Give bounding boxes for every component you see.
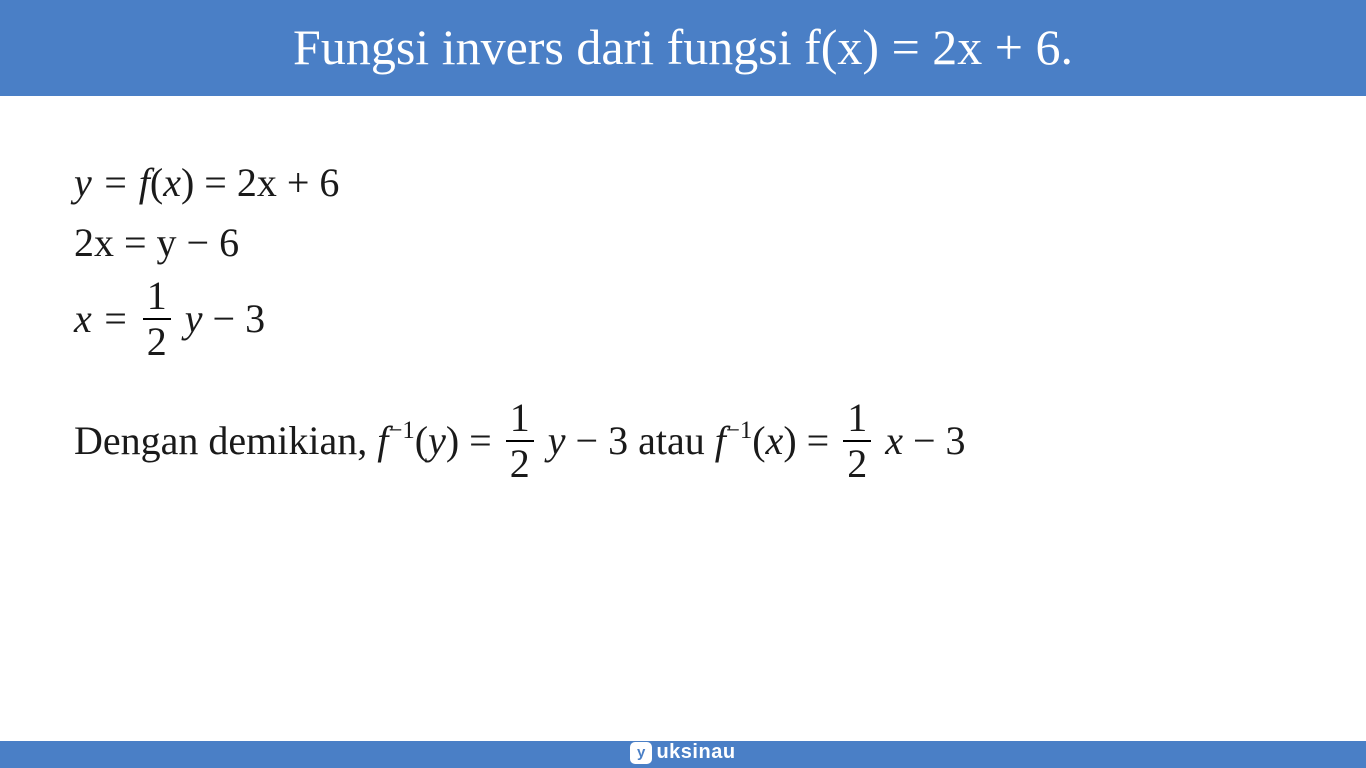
math-var-x: x (163, 160, 181, 205)
math-text (538, 418, 548, 463)
brand-logo: yuksinau (630, 741, 735, 764)
fraction: 12 (843, 398, 871, 484)
math-step-2: 2x = y − 6 (74, 216, 1302, 270)
paren-close-eq: ) = (446, 418, 502, 463)
math-text: − 3 (566, 418, 629, 463)
math-text (194, 160, 204, 205)
conclusion-prefix: Dengan demikian, (74, 418, 377, 463)
math-var-y: y (175, 296, 213, 341)
slide-title: Fungsi invers dari fungsi f(x) = 2x + 6. (10, 18, 1356, 76)
math-var-y: y (548, 418, 566, 463)
numerator: 1 (506, 398, 534, 440)
footer-bar: yuksinau (0, 741, 1366, 768)
math-f: f (715, 418, 726, 463)
title-bar: Fungsi invers dari fungsi f(x) = 2x + 6. (0, 0, 1366, 96)
math-text: y = f (74, 160, 150, 205)
math-step-3: x = 12 y − 3 (74, 280, 1302, 366)
math-text: = 2x + 6 (204, 160, 339, 205)
paren-open: ( (415, 418, 428, 463)
exponent: −1 (388, 417, 414, 444)
paren-close-eq: ) = (783, 418, 839, 463)
slide-container: Fungsi invers dari fungsi f(x) = 2x + 6.… (0, 0, 1366, 768)
paren-close: ) (181, 160, 194, 205)
denominator: 2 (506, 440, 534, 484)
fraction: 12 (506, 398, 534, 484)
math-text: − 3 (903, 418, 966, 463)
numerator: 1 (843, 398, 871, 440)
denominator: 2 (843, 440, 871, 484)
math-var-y: y (428, 418, 446, 463)
math-text: 2x = y − 6 (74, 220, 239, 265)
math-text: − 3 (213, 296, 266, 341)
brand-badge-icon: y (630, 742, 652, 764)
fraction: 12 (143, 276, 171, 362)
math-text (875, 418, 885, 463)
denominator: 2 (143, 318, 171, 362)
math-step-1: y = f(x) = 2x + 6 (74, 156, 1302, 210)
math-var-x: x (885, 418, 903, 463)
paren-open: ( (150, 160, 163, 205)
content-area: y = f(x) = 2x + 6 2x = y − 6 x = 12 y − … (14, 96, 1352, 731)
exponent: −1 (726, 417, 752, 444)
conclusion-line: Dengan demikian, f−1(y) = 12 y − 3 atau … (74, 402, 1302, 488)
numerator: 1 (143, 276, 171, 318)
paren-open: ( (752, 418, 765, 463)
math-var-x: x (766, 418, 784, 463)
math-text: x = (74, 296, 139, 341)
brand-name: uksinau (656, 741, 735, 764)
conclusion-atau: atau (628, 418, 715, 463)
math-f: f (377, 418, 388, 463)
